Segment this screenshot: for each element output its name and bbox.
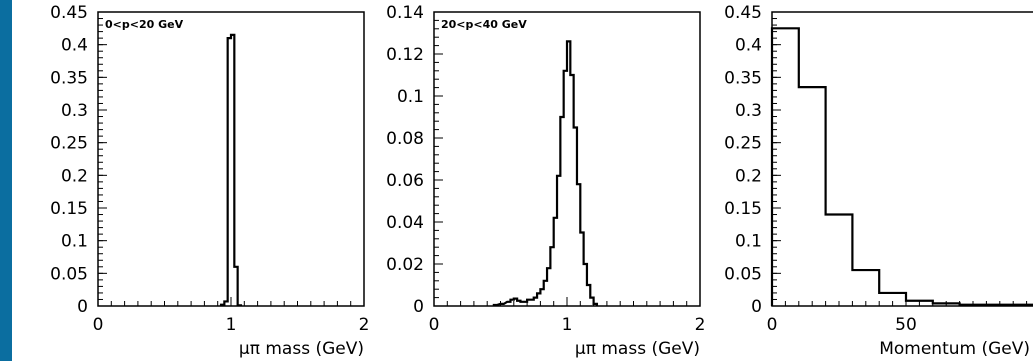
- plot-3: 0 0.05 0.1 0.15 0.2 0.25 0.3 0.35 0.4 0.45 0 50 Mome…: [724, 3, 1033, 359]
- histogram-bin: [534, 298, 537, 306]
- histogram-bin: [231, 35, 234, 306]
- histogram-bin: [234, 267, 237, 306]
- histogram-bin: [584, 264, 587, 306]
- y-tick-label: 0.08: [386, 129, 424, 149]
- y-tick-label: 0.14: [386, 3, 424, 23]
- histogram-bin: [986, 305, 1013, 306]
- x-axis-title: μπ mass (GeV): [239, 339, 364, 359]
- y-tick-label: 0.15: [50, 199, 88, 219]
- y-tick-label: 0.3: [735, 101, 762, 121]
- histogram-bin: [494, 305, 497, 306]
- histogram-bin: [577, 184, 580, 306]
- histogram-bin: [590, 298, 593, 306]
- y-tick-label: 0.06: [386, 171, 424, 191]
- histogram-bin: [587, 285, 590, 306]
- y-tick-label: 0.2: [735, 166, 762, 186]
- histogram-bin: [510, 300, 513, 306]
- histogram-bin: [507, 302, 510, 306]
- y-tick-label: 0.35: [50, 68, 88, 88]
- x-axis-title: μπ mass (GeV): [575, 339, 700, 359]
- y-tick-label: 0.04: [386, 213, 424, 233]
- x-tick-label: 50: [895, 315, 917, 335]
- range-annotation: 0<p<20 GeV: [105, 18, 184, 31]
- y-tick-label: 0: [413, 297, 424, 317]
- histogram-bin: [501, 304, 504, 306]
- range-annotation: 20<p<40 GeV: [441, 18, 527, 31]
- histogram-bin: [1013, 305, 1033, 306]
- histogram-bin: [772, 28, 799, 306]
- histogram-outline: [219, 33, 243, 307]
- histogram-outline: [492, 40, 599, 307]
- histogram-bin: [550, 247, 553, 306]
- histogram-bin: [560, 117, 563, 306]
- histogram-bin: [537, 293, 540, 306]
- histogram-bin: [960, 305, 987, 306]
- y-tick-label: 0.45: [50, 3, 88, 23]
- histogram-bin: [567, 41, 570, 306]
- histogram-bin: [547, 268, 550, 306]
- histogram-bin: [520, 302, 523, 306]
- x-tick-label: 1: [226, 315, 237, 335]
- y-tick-label: 0.1: [61, 232, 88, 252]
- x-tick-label: 0: [429, 315, 440, 335]
- y-tick-label: 0.02: [386, 255, 424, 275]
- x-tick-label: 2: [359, 315, 370, 335]
- histogram-bin: [527, 300, 530, 306]
- x-tick-label: 0: [93, 315, 104, 335]
- histogram-bin: [224, 301, 227, 306]
- histogram-bin: [564, 71, 567, 306]
- y-tick-label: 0.35: [724, 68, 762, 88]
- histogram-bin: [228, 38, 231, 306]
- histogram-bin: [574, 128, 577, 307]
- histogram-bin: [580, 233, 583, 307]
- y-tick-label: 0.2: [61, 166, 88, 186]
- y-tick-label: 0.05: [724, 264, 762, 284]
- histogram-bin: [530, 300, 533, 306]
- histogram-bin: [544, 281, 547, 306]
- y-tick-label: 0.3: [61, 101, 88, 121]
- histogram-bin: [906, 301, 933, 306]
- histogram-bin: [524, 302, 527, 306]
- x-tick-label: 0: [767, 315, 778, 335]
- y-tick-label: 0.1: [397, 87, 424, 107]
- y-tick-label: 0.05: [50, 264, 88, 284]
- plot-1: 0 0.05 0.1 0.15 0.2 0.25 0.3 0.35 0.4 0.45 0 1 2 μπ m…: [50, 3, 369, 359]
- histogram-bin: [594, 304, 597, 306]
- y-tick-label: 0.1: [735, 232, 762, 252]
- plot-2: 0 0.02 0.04 0.06 0.08 0.1 0.12 0.14 0 1 2 μπ mass (…: [386, 3, 705, 359]
- x-tick-label: 1: [562, 315, 573, 335]
- histogram-bin: [933, 303, 960, 306]
- histogram-bin: [852, 270, 879, 306]
- histogram-bin: [879, 293, 906, 306]
- histogram-bin: [540, 289, 543, 306]
- histogram-bin: [799, 87, 826, 306]
- histogram-bin: [221, 305, 224, 306]
- y-tick-label: 0.45: [724, 3, 762, 23]
- histogram-bin: [570, 75, 573, 306]
- histogram-bin: [514, 299, 517, 306]
- histogram-bin: [557, 176, 560, 306]
- y-tick-label: 0.25: [50, 134, 88, 154]
- histogram-bin: [517, 301, 520, 306]
- y-tick-label: 0.4: [735, 36, 762, 56]
- y-tick-label: 0.25: [724, 134, 762, 154]
- histogram-bin: [554, 218, 557, 306]
- y-tick-label: 0: [751, 297, 762, 317]
- histogram-bin: [826, 215, 853, 306]
- y-tick-label: 0.12: [386, 45, 424, 65]
- y-tick-label: 0.4: [61, 36, 88, 56]
- y-tick-label: 0: [77, 297, 88, 317]
- histogram-bin: [238, 305, 241, 306]
- x-axis-title: Momentum (GeV): [879, 339, 1030, 359]
- x-tick-label: 2: [695, 315, 706, 335]
- histogram-outline: [770, 27, 1033, 306]
- y-tick-label: 0.15: [724, 199, 762, 219]
